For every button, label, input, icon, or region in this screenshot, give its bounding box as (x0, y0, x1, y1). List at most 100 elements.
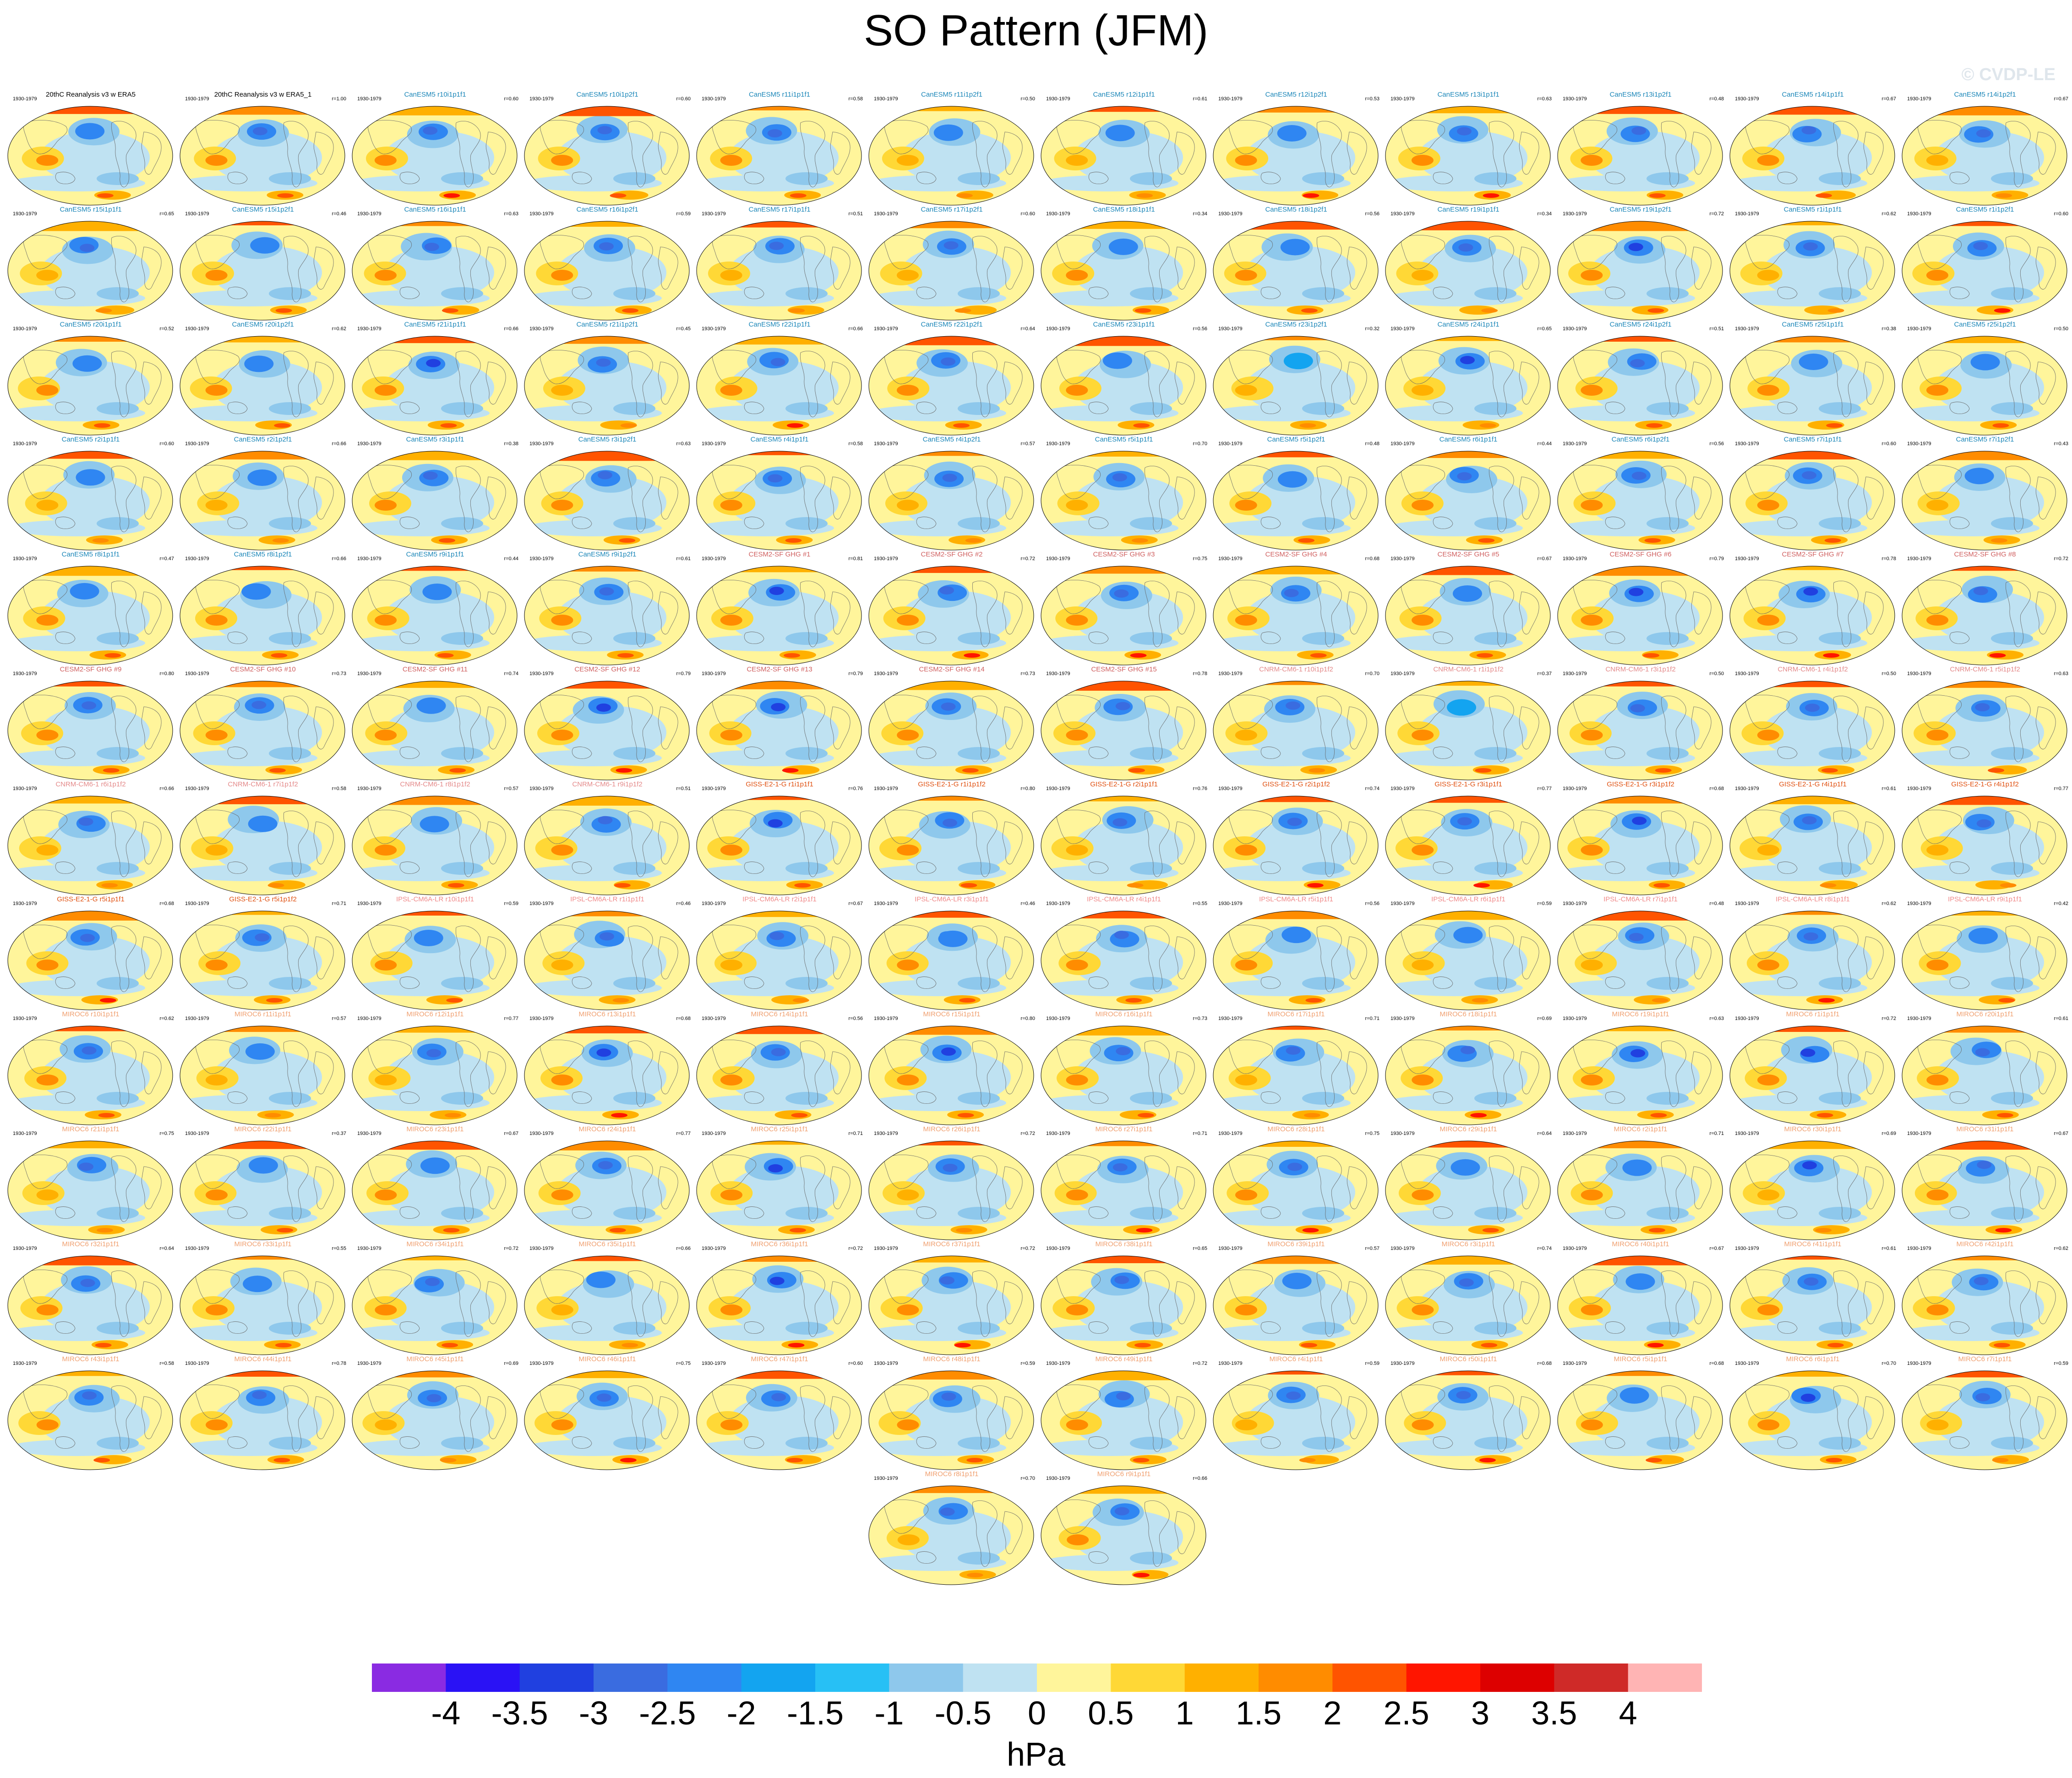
panel-period: 1930-1979 (1046, 786, 1070, 791)
map-panel: CanESM5 r9i1p1f1 1930-1979 r=0.44 (351, 551, 519, 669)
anomaly-blob (1230, 1026, 1363, 1030)
australia-outline (916, 1091, 937, 1104)
africa-outline (141, 131, 162, 175)
anomaly-blob (1575, 1026, 1707, 1031)
panel-title: CESM2-SF GHG #1 (748, 551, 811, 558)
anomaly-blob (1130, 1092, 1172, 1105)
anomaly-blob (253, 1162, 268, 1171)
anomaly-blob (264, 1113, 281, 1118)
map-panel: CESM2-SF GHG #12 1930-1979 r=0.79 (523, 665, 692, 784)
map-border (180, 566, 345, 665)
map-border (180, 336, 345, 436)
anomaly-blob (1747, 451, 1880, 460)
anomaly-blob (1230, 1256, 1363, 1264)
map-panel: CanESM5 r3i1p1f1 1930-1979 r=0.38 (351, 436, 519, 554)
anomaly-blob (941, 1047, 956, 1056)
anomaly-blob (541, 1256, 674, 1261)
panel-pattern-correlation: r=0.37 (332, 1131, 347, 1136)
australia-outline (572, 747, 592, 759)
panel-period: 1930-1979 (1218, 1361, 1243, 1366)
anomaly-blob (1245, 476, 1355, 529)
panel-pattern-correlation: r=0.64 (1537, 1131, 1552, 1136)
americas-outline (2005, 926, 2031, 992)
map-panel: GISS-E2-1-G r3i1p1f2 1930-1979 r=0.68 (1556, 780, 1725, 899)
panel-title: CanESM5 r21i1p2f1 (576, 321, 638, 328)
map-panel: CESM2-SF GHG #13 1930-1979 r=0.79 (695, 665, 864, 784)
panel-period: 1930-1979 (1563, 211, 1587, 217)
panel-period: 1930-1979 (1735, 1016, 1759, 1021)
panel-pattern-correlation: r=0.56 (1709, 441, 1724, 447)
americas-outline (1661, 466, 1686, 532)
slp-anomaly-map (524, 796, 690, 895)
africa-outline (1002, 1166, 1023, 1209)
colorbar-swatch (1184, 1663, 1259, 1692)
anomaly-blob (1245, 1281, 1355, 1334)
anomaly-blob (1112, 1163, 1128, 1172)
panel-pattern-correlation: r=0.67 (2054, 1131, 2069, 1136)
panel-period: 1930-1979 (357, 786, 382, 791)
panel-pattern-correlation: r=0.73 (332, 671, 347, 676)
anomaly-blob (1590, 1281, 1700, 1334)
panel-period: 1930-1979 (1735, 786, 1759, 791)
asia-outline (1918, 1385, 1962, 1419)
africa-outline (485, 821, 506, 864)
map-border (1213, 1370, 1379, 1470)
slp-anomaly-map (1729, 566, 1895, 665)
panel-period: 1930-1979 (1218, 901, 1243, 906)
slp-anomaly-map (1213, 1370, 1379, 1470)
africa-outline (1002, 361, 1023, 404)
slp-anomaly-map (1213, 451, 1379, 551)
panel-pattern-correlation: r=0.77 (504, 1016, 519, 1021)
asia-outline (540, 1155, 584, 1189)
panel-period: 1930-1979 (1046, 326, 1070, 332)
anomaly-blob (1245, 1396, 1355, 1449)
panel-title: CESM2-SF GHG #13 (747, 665, 812, 673)
panel-title: MIROC6 r10i1p1f1 (62, 1010, 120, 1018)
map-border (7, 911, 173, 1010)
anomaly-blob (425, 1277, 440, 1286)
map-border (1557, 1025, 1723, 1125)
americas-outline (1661, 1156, 1686, 1222)
map-panel: MIROC6 r45i1p1f1 1930-1979 r=0.69 (351, 1355, 519, 1473)
slp-anomaly-map (1385, 796, 1551, 895)
map-border (1041, 1485, 1206, 1585)
australia-outline (1260, 632, 1281, 644)
map-border (868, 796, 1034, 895)
anomaly-blob (369, 221, 502, 226)
map-border (1902, 451, 2067, 551)
anomaly-blob (1114, 589, 1129, 598)
australia-outline (55, 976, 76, 989)
panel-pattern-correlation: r=0.57 (1365, 1246, 1380, 1251)
anomaly-blob (1230, 106, 1363, 113)
map-border (1213, 1140, 1379, 1240)
anomaly-blob (1474, 862, 1516, 875)
anomaly-blob (901, 131, 1011, 184)
map-panel: MIROC6 r40i1p1f1 1930-1979 r=0.67 (1556, 1240, 1725, 1358)
anomaly-blob (1647, 1437, 1689, 1450)
anomaly-blob (1976, 819, 1991, 828)
panel-title: MIROC6 r26i1p1f1 (923, 1125, 981, 1133)
map-panel: CanESM5 r19i1p1f1 1930-1979 r=0.34 (1384, 206, 1553, 324)
africa-outline (1519, 1166, 1539, 1209)
americas-outline (283, 926, 309, 992)
anomaly-blob (614, 883, 631, 888)
map-border (1213, 336, 1379, 436)
anomaly-blob (441, 287, 483, 300)
anomaly-blob (620, 423, 637, 428)
panel-period: 1930-1979 (529, 556, 554, 562)
africa-outline (1863, 1396, 1884, 1439)
anomaly-blob (269, 1207, 311, 1220)
americas-outline (2005, 1041, 2031, 1107)
panel-period: 1930-1979 (1907, 1016, 1931, 1021)
australia-outline (916, 747, 937, 759)
anomaly-blob (1926, 385, 1949, 396)
colorbar-swatch (1037, 1663, 1111, 1692)
slp-anomaly-map (352, 1140, 518, 1240)
map-panel: MIROC6 r30i1p1f1 1930-1979 r=0.69 (1728, 1125, 1897, 1244)
map-panel: CanESM5 r23i1p1f1 1930-1979 r=0.56 (1040, 321, 1208, 439)
panel-period: 1930-1979 (1563, 1131, 1587, 1136)
anomaly-blob (1934, 1281, 2044, 1334)
anomaly-blob (1073, 246, 1183, 299)
slp-anomaly-map (352, 796, 518, 895)
anomaly-blob (1819, 1322, 1861, 1335)
